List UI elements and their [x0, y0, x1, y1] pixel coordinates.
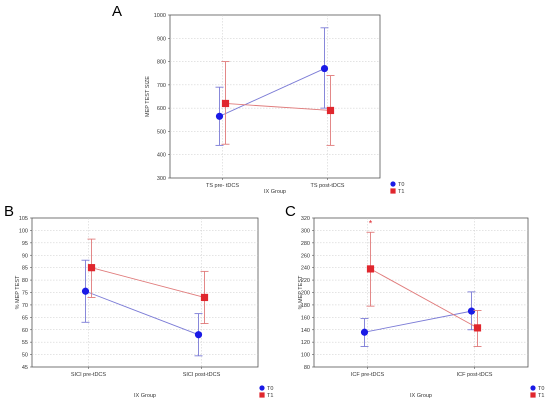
y-tick-label: 260 — [301, 253, 310, 259]
y-tick-label: 800 — [157, 60, 166, 66]
legend-marker-t1 — [259, 392, 265, 398]
data-point-t0 — [194, 331, 203, 339]
x-axis-title: IX Group — [264, 189, 286, 195]
y-tick-label: 70 — [22, 303, 28, 309]
data-point-t0 — [320, 64, 329, 73]
data-point-t1 — [200, 293, 209, 302]
legend-marker-t1 — [530, 392, 536, 398]
plot-frame — [313, 217, 529, 368]
x-tick-label: TS post-tDCS — [311, 183, 345, 189]
y-tick-label: 700 — [157, 83, 166, 89]
y-tick-label: 240 — [301, 266, 310, 272]
y-tick-label: 180 — [301, 303, 310, 309]
y-tick-label: 80 — [22, 278, 28, 284]
series-line-t1 — [91, 267, 205, 298]
legend-label: T0 — [398, 182, 404, 188]
series-line-t0 — [85, 290, 199, 336]
legend-label: T0 — [538, 386, 544, 392]
y-tick-label: 50 — [22, 353, 28, 359]
series-line-t1 — [370, 268, 478, 329]
legend-marker-t1 — [390, 188, 396, 194]
y-tick-label: 200 — [301, 291, 310, 297]
legend-label: T1 — [398, 189, 404, 195]
y-tick-label: 500 — [157, 129, 166, 135]
series-line-t1 — [225, 103, 331, 111]
legend-marker-t0 — [530, 385, 536, 391]
x-tick-label: ICF pre-tDCS — [351, 372, 385, 378]
y-tick-label: 45 — [22, 365, 28, 371]
data-point-t0 — [360, 328, 369, 336]
series-line-t0 — [219, 68, 325, 117]
chart-c: 80 100 120 140 160 180 200 220 240 260 280 300 320 IC… — [298, 216, 544, 399]
y-tick-label: 80 — [304, 365, 310, 371]
y-tick-label: 320 — [301, 216, 310, 222]
plot-frame — [169, 14, 381, 179]
y-tick-label: 400 — [157, 153, 166, 159]
legend-marker-t0 — [259, 385, 265, 391]
legend-label: T0 — [267, 386, 273, 392]
y-axis-title: % MEP TEST — [298, 275, 304, 309]
y-tick-label: 100 — [301, 353, 310, 359]
legend-label: T1 — [538, 393, 544, 399]
data-point-t1 — [221, 99, 230, 108]
x-tick-label: SICI post-tDCS — [183, 372, 221, 378]
plot-frame — [31, 217, 259, 368]
x-axis-title: IX Group — [134, 393, 156, 399]
y-tick-label: 60 — [22, 328, 28, 334]
y-tick-label: 100 — [19, 228, 28, 234]
y-tick-label: 105 — [19, 216, 28, 222]
data-point-t0 — [467, 307, 476, 315]
y-tick-label: 65 — [22, 315, 28, 321]
chart-b: 45 50 55 60 65 70 75 80 85 90 95 100 105 SICI pre-tDC… — [15, 216, 273, 399]
y-tick-label: 95 — [22, 241, 28, 247]
chart-a: 300 400 500 600 700 800 900 1000 TS pre- tDCS TS … — [145, 13, 404, 195]
panel-letter-a: A — [112, 3, 122, 20]
y-tick-label: 75 — [22, 291, 28, 297]
y-tick-label: 900 — [157, 36, 166, 42]
y-tick-label: 600 — [157, 106, 166, 112]
y-tick-label: 280 — [301, 241, 310, 247]
x-tick-label: SICI pre-tDCS — [71, 372, 106, 378]
y-tick-label: 160 — [301, 315, 310, 321]
y-axis-title: % MEP TEST — [15, 275, 21, 309]
data-point-t1 — [366, 265, 375, 273]
panel-letter-b: B — [4, 203, 14, 220]
y-tick-label: 120 — [301, 340, 310, 346]
y-tick-label: 55 — [22, 340, 28, 346]
data-point-t1 — [87, 264, 96, 272]
y-axis-title: MEP TEST SIZE — [145, 76, 151, 117]
y-tick-label: 1000 — [154, 13, 166, 19]
x-axis-title: IX Group — [410, 393, 432, 399]
panel-letter-c: C — [285, 203, 296, 220]
x-tick-label: TS pre- tDCS — [206, 183, 239, 189]
y-tick-label: 300 — [301, 228, 310, 234]
data-point-t0 — [215, 112, 224, 120]
significance-marker: * — [369, 218, 373, 228]
y-tick-label: 220 — [301, 278, 310, 284]
data-point-t1 — [473, 324, 482, 332]
y-tick-label: 90 — [22, 253, 28, 259]
x-tick-label: ICF post-tDCS — [457, 372, 493, 378]
data-point-t0 — [81, 287, 90, 295]
y-tick-label: 140 — [301, 328, 310, 334]
data-point-t1 — [326, 106, 335, 115]
y-tick-label: 85 — [22, 266, 28, 272]
legend-label: T1 — [267, 393, 273, 399]
y-tick-label: 300 — [157, 176, 166, 182]
legend-marker-t0 — [390, 181, 396, 187]
